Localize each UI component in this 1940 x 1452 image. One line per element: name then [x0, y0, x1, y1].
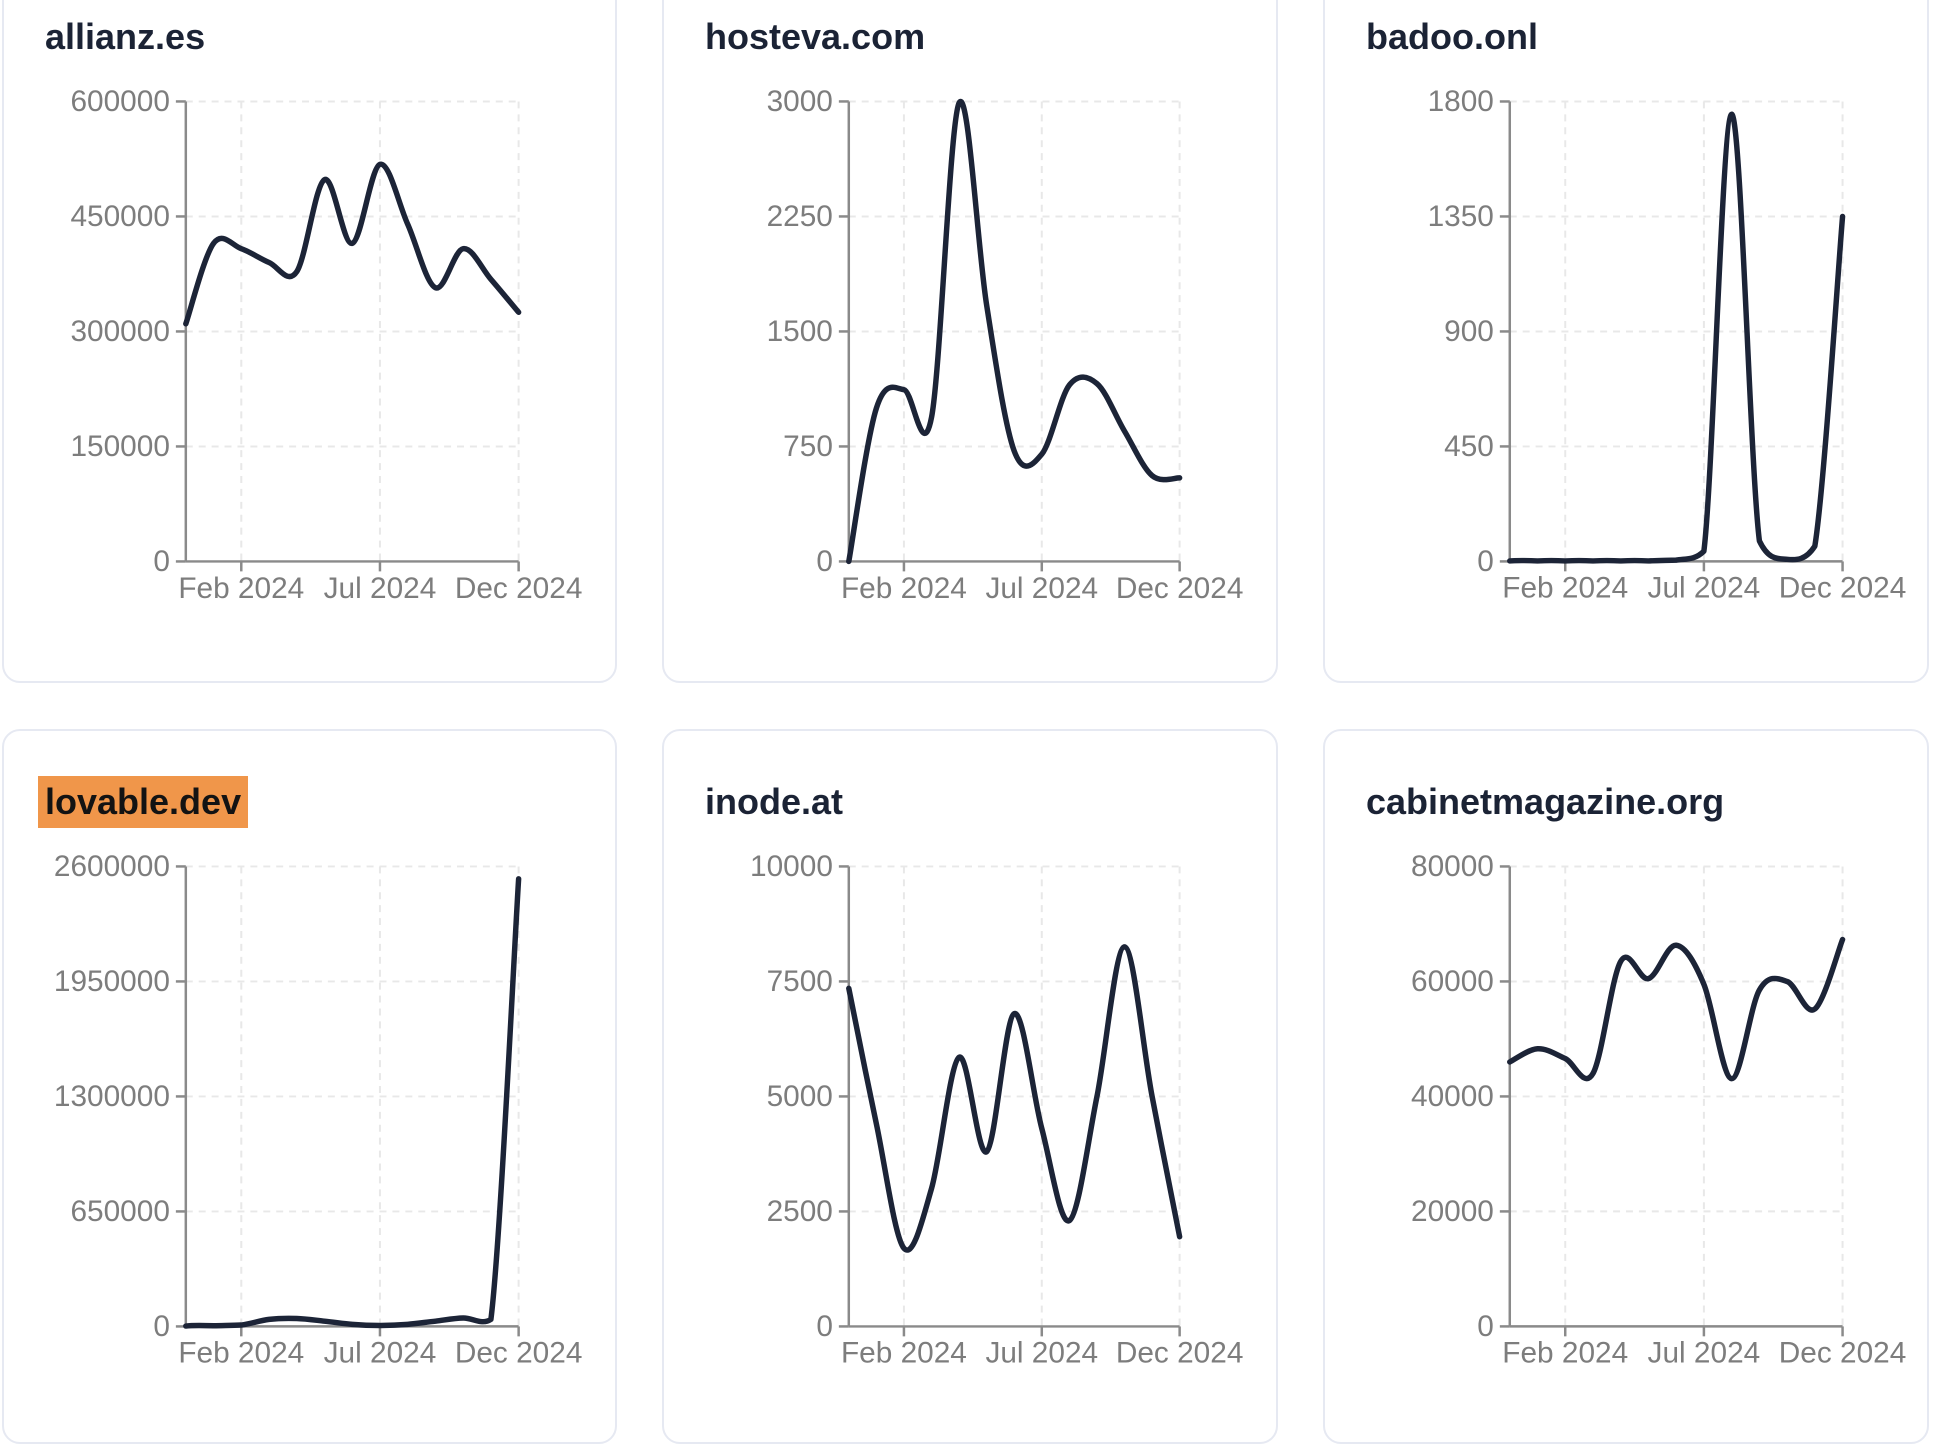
domain-label[interactable]: hosteva.com: [705, 16, 926, 57]
chart-card-lovable[interactable]: 0 650000 1300000 1950000 2600000 Feb 2024 Jul …: [2, 729, 617, 1444]
y-tick-label: 20000: [1411, 1195, 1494, 1228]
domain-label[interactable]: allianz.es: [45, 16, 206, 57]
x-tick-label: Feb 2024: [178, 572, 304, 605]
axes: [175, 100, 520, 572]
line-chart-svg: 0 650000 1300000 1950000 2600000 Feb 2024 Jul …: [54, 850, 583, 1370]
x-tick-label: Jul 2024: [985, 572, 1098, 605]
y-tick-label: 600000: [70, 85, 169, 118]
chart-title: cabinetmagazine.org: [1359, 776, 1731, 828]
chart-title: allianz.es: [38, 11, 212, 63]
x-tick-label: Jul 2024: [324, 1337, 437, 1370]
axes: [1499, 100, 1844, 572]
line-chart-svg: 0 450 900 1350 1800 Feb 2024 Jul 2024 Dec 2024: [1428, 85, 1907, 605]
y-tick-label: 300000: [70, 315, 169, 348]
x-tick-label: Dec 2024: [1116, 1337, 1244, 1370]
x-tick-label: Dec 2024: [455, 1337, 583, 1370]
series-line: [846, 98, 1183, 565]
x-tick-label: Dec 2024: [1779, 572, 1907, 605]
y-tick-label: 80000: [1411, 850, 1494, 883]
domain-label[interactable]: inode.at: [705, 781, 844, 822]
chart-title: hosteva.com: [698, 11, 932, 63]
series-line: [1507, 111, 1846, 564]
y-tick-label: 650000: [70, 1195, 169, 1228]
axes: [1499, 865, 1844, 1337]
chart-card-inode[interactable]: 0 2500 5000 7500 10000 Feb 2024 Jul 2024 Dec 20…: [662, 729, 1278, 1444]
x-tick-label: Feb 2024: [1502, 1337, 1628, 1370]
line-chart-svg: 0 20000 40000 60000 80000 Feb 2024 Jul 2024 Dec…: [1411, 850, 1906, 1370]
axes: [838, 100, 1181, 572]
y-tick-label: 450000: [70, 200, 169, 233]
y-tick-label: 1500: [767, 315, 833, 348]
y-tick-label: 0: [1477, 545, 1494, 578]
series-line: [846, 944, 1183, 1253]
y-tick-label: 0: [816, 1310, 833, 1343]
x-tick-label: Dec 2024: [1779, 1337, 1907, 1370]
x-tick-label: Jul 2024: [985, 1337, 1098, 1370]
domain-label[interactable]: badoo.onl: [1366, 16, 1538, 57]
y-tick-label: 1350: [1428, 200, 1494, 233]
y-tick-label: 450: [1444, 430, 1494, 463]
line-chart-svg: 0 2500 5000 7500 10000 Feb 2024 Jul 2024 Dec 20…: [750, 850, 1243, 1370]
y-tick-label: 2250: [767, 200, 833, 233]
y-tick-label: 10000: [750, 850, 833, 883]
y-tick-label: 40000: [1411, 1080, 1494, 1113]
chart-card-hosteva[interactable]: 0 750 1500 2250 3000 Feb 2024 Jul 2024 Dec 2024…: [662, 0, 1278, 683]
gridlines: [848, 100, 1181, 562]
domain-label[interactable]: cabinetmagazine.org: [1366, 781, 1725, 822]
axes: [838, 865, 1181, 1337]
chart-title: badoo.onl: [1359, 11, 1545, 63]
x-tick-label: Feb 2024: [178, 1337, 304, 1370]
gridlines: [185, 100, 520, 562]
y-tick-label: 5000: [767, 1080, 833, 1113]
y-tick-label: 1950000: [54, 965, 170, 998]
y-tick-label: 0: [153, 1310, 170, 1343]
y-tick-label: 900: [1444, 315, 1494, 348]
y-tick-label: 2500: [767, 1195, 833, 1228]
line-chart-svg: 0 750 1500 2250 3000 Feb 2024 Jul 2024 Dec 2024: [767, 85, 1244, 605]
chart-title: lovable.dev: [38, 776, 249, 828]
tick-labels: 0 450 900 1350 1800 Feb 2024 Jul 2024 Dec 2024: [1428, 85, 1907, 605]
gridlines: [848, 865, 1181, 1327]
y-tick-label: 750: [783, 430, 833, 463]
y-tick-label: 0: [1477, 1310, 1494, 1343]
chart-title: inode.at: [698, 776, 850, 828]
y-tick-label: 7500: [767, 965, 833, 998]
x-tick-label: Dec 2024: [455, 572, 583, 605]
x-tick-label: Feb 2024: [1502, 572, 1628, 605]
y-tick-label: 1300000: [54, 1080, 170, 1113]
chart-card-allianz[interactable]: 0 150000 300000 450000 600000 Feb 2024 Jul 202…: [2, 0, 617, 683]
x-tick-label: Feb 2024: [841, 572, 967, 605]
y-tick-label: 0: [153, 545, 170, 578]
axes: [175, 865, 520, 1337]
y-tick-label: 0: [816, 545, 833, 578]
domain-label[interactable]: lovable.dev: [38, 776, 249, 828]
chart-card-badoo[interactable]: 0 450 900 1350 1800 Feb 2024 Jul 2024 Dec 2024 …: [1323, 0, 1929, 683]
series-line: [183, 876, 522, 1329]
x-tick-label: Jul 2024: [1648, 572, 1761, 605]
tick-labels: 0 20000 40000 60000 80000 Feb 2024 Jul 2024 Dec…: [1411, 850, 1906, 1370]
series-line: [1507, 936, 1846, 1082]
gridlines: [1509, 100, 1844, 562]
y-tick-label: 1800: [1428, 85, 1494, 118]
series-line: [183, 161, 522, 327]
x-tick-label: Jul 2024: [1648, 1337, 1761, 1370]
x-tick-label: Dec 2024: [1116, 572, 1244, 605]
y-tick-label: 60000: [1411, 965, 1494, 998]
x-tick-label: Feb 2024: [841, 1337, 967, 1370]
y-tick-label: 150000: [70, 430, 169, 463]
tick-labels: 0 650000 1300000 1950000 2600000 Feb 2024 Jul …: [54, 850, 583, 1370]
gridlines: [185, 865, 520, 1327]
y-tick-label: 3000: [767, 85, 833, 118]
chart-card-cabinetmagazine[interactable]: 0 20000 40000 60000 80000 Feb 2024 Jul 2024 Dec…: [1323, 729, 1929, 1444]
tick-labels: 0 2500 5000 7500 10000 Feb 2024 Jul 2024 Dec 20…: [750, 850, 1243, 1370]
tick-labels: 0 750 1500 2250 3000 Feb 2024 Jul 2024 Dec 2024: [767, 85, 1244, 605]
gridlines: [1509, 865, 1844, 1327]
y-tick-label: 2600000: [54, 850, 170, 883]
line-chart-svg: 0 150000 300000 450000 600000 Feb 2024 Jul 202…: [70, 85, 582, 605]
x-tick-label: Jul 2024: [324, 572, 437, 605]
tick-labels: 0 150000 300000 450000 600000 Feb 2024 Jul 202…: [70, 85, 582, 605]
